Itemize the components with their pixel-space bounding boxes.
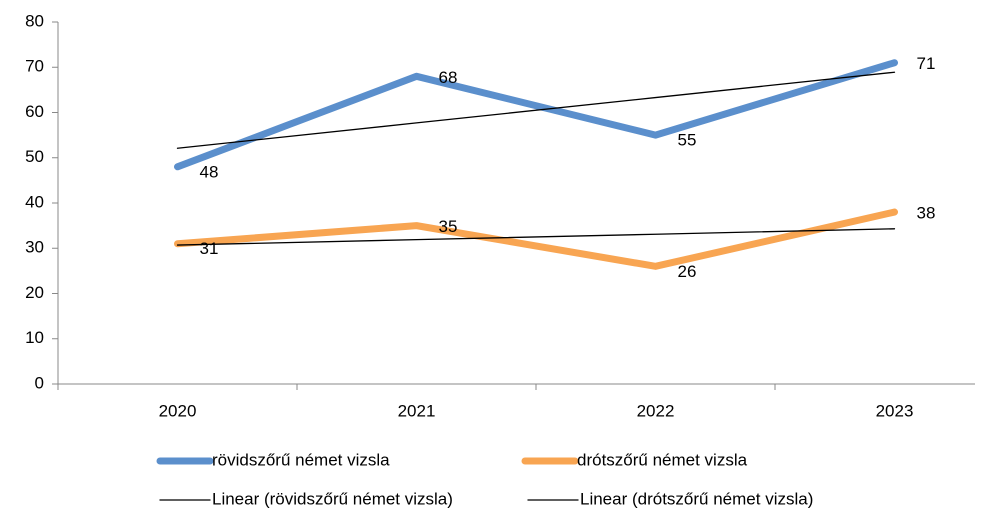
data-label: 26 [678, 262, 697, 281]
legend-label: Linear (drótszőrű német vizsla) [580, 489, 813, 508]
data-label: 31 [200, 239, 219, 258]
y-tick-label: 0 [35, 373, 44, 392]
x-tick-label: 2021 [398, 401, 436, 420]
y-tick-label: 40 [25, 192, 44, 211]
trend-line [176, 71, 896, 149]
legend-label: rövidszőrű német vizsla [212, 450, 390, 469]
legend-label: drótszőrű német vizsla [577, 450, 748, 469]
data-label: 35 [439, 217, 458, 236]
y-tick-label: 80 [25, 11, 44, 30]
x-tick-label: 2022 [637, 401, 675, 420]
series-line [174, 59, 898, 171]
y-tick-label: 20 [25, 283, 44, 302]
data-label: 38 [917, 204, 936, 223]
data-label: 71 [917, 54, 936, 73]
data-label: 68 [439, 68, 458, 87]
y-tick-label: 10 [25, 328, 44, 347]
y-tick-label: 50 [25, 147, 44, 166]
x-tick-label: 2020 [159, 401, 197, 420]
y-tick-label: 30 [25, 238, 44, 257]
x-tick-label: 2023 [876, 401, 914, 420]
y-tick-label: 70 [25, 57, 44, 76]
data-label: 48 [200, 162, 219, 181]
legend-label: Linear (rövidszőrű német vizsla) [212, 489, 453, 508]
y-tick-label: 60 [25, 102, 44, 121]
data-label: 55 [678, 131, 697, 150]
series-line [174, 208, 898, 270]
trend-line [176, 228, 896, 246]
